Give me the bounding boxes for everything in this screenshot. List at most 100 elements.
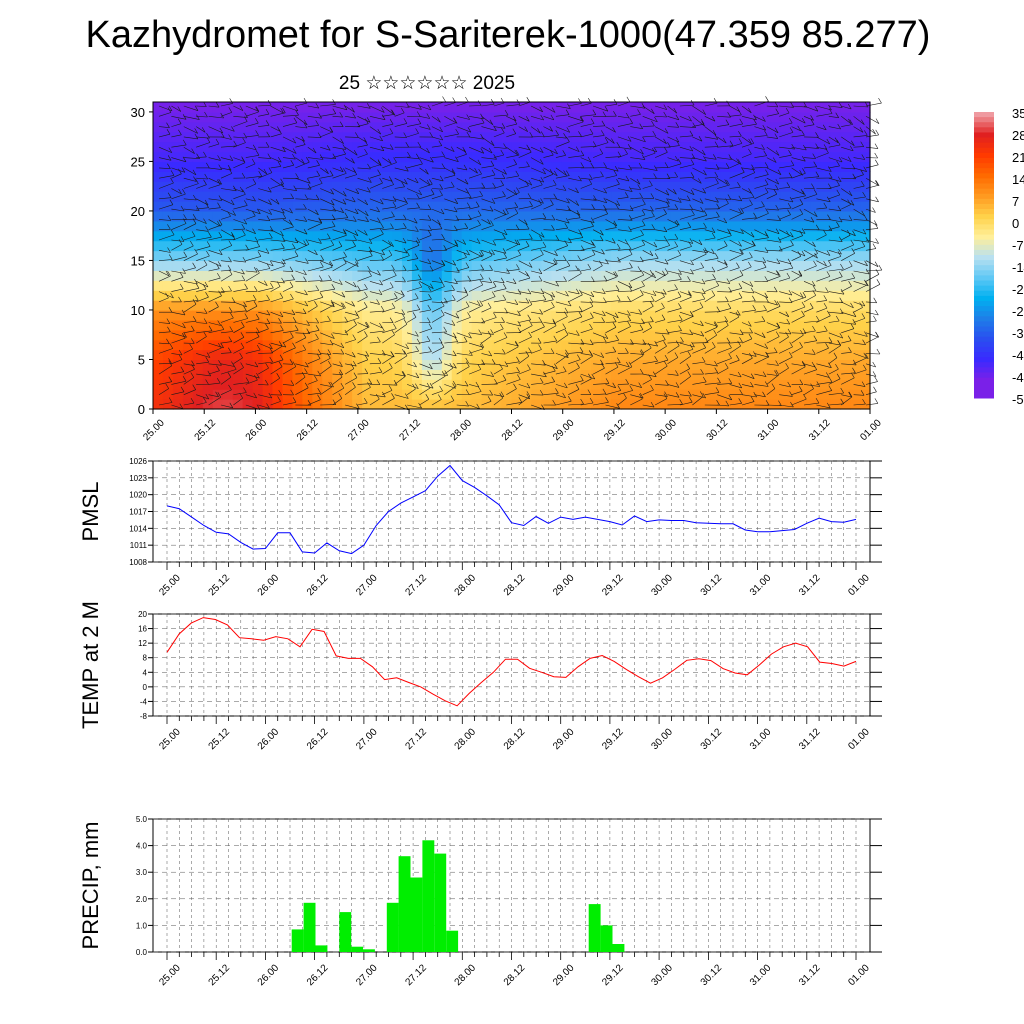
wind-barb	[369, 310, 385, 313]
wind-barb	[704, 198, 719, 203]
heatmap-cell	[541, 379, 552, 390]
wind-barb-flag	[367, 382, 371, 388]
heatmap-cell	[272, 399, 284, 410]
wind-barb	[444, 102, 456, 107]
heatmap-cell	[740, 300, 752, 311]
wind-barb	[469, 173, 482, 179]
wind-barb-flag	[315, 120, 319, 126]
wind-barb	[580, 353, 593, 356]
wind-barb	[295, 136, 305, 142]
wind-barb	[704, 322, 718, 327]
heatmap-cell	[212, 230, 224, 242]
wind-barb-flag	[601, 317, 605, 323]
wind-barb	[456, 280, 471, 282]
wind-barb-flag	[627, 310, 631, 316]
wind-barb-flag	[367, 187, 371, 193]
wind-barb-flag	[502, 375, 507, 381]
heatmap-cell	[342, 220, 353, 232]
heatmap-cell	[382, 359, 393, 370]
wind-barb	[506, 123, 517, 127]
wind-barb-flag	[241, 275, 246, 281]
wind-barb	[220, 126, 235, 132]
wind-barb	[270, 208, 285, 214]
wind-barb	[469, 239, 481, 244]
wind-barb-flag	[555, 235, 560, 241]
heatmap-cell	[481, 161, 493, 172]
heatmap-cell	[411, 230, 423, 242]
wind-barb	[369, 398, 380, 406]
wind-barb	[407, 332, 419, 337]
heatmap-cell	[481, 399, 493, 410]
wind-barb	[431, 265, 446, 272]
wind-barb	[592, 367, 605, 375]
heatmap-cell	[232, 121, 244, 133]
heatmap-cell	[561, 171, 572, 182]
heatmap-cell	[441, 309, 453, 321]
heatmap-cell	[411, 102, 423, 113]
wind-barb	[158, 146, 172, 153]
heatmap-cell	[611, 379, 622, 390]
heatmap-cell	[700, 329, 712, 341]
wind-barb	[642, 250, 654, 257]
heatmap-cell	[631, 329, 642, 341]
wind-barb-flag	[269, 225, 274, 232]
heatmap-cell	[621, 201, 632, 212]
heatmap-cell	[153, 230, 164, 242]
heatmap-cell	[162, 319, 174, 331]
heatmap-cell	[650, 141, 662, 153]
heatmap-cell	[471, 171, 483, 182]
wind-barb-flag	[168, 254, 173, 260]
heatmap-cell	[342, 201, 353, 212]
wind-barb-flag	[580, 375, 584, 381]
heatmap-cell	[680, 230, 692, 242]
heatmap-cell	[222, 151, 234, 163]
wind-barb-flag	[680, 336, 684, 343]
heatmap-cell	[770, 240, 781, 252]
heatmap-cell	[242, 171, 254, 182]
wind-barb-flag	[240, 342, 245, 349]
heatmap-cell	[382, 290, 393, 301]
heatmap-cell	[591, 309, 602, 321]
wind-barb-flag	[466, 202, 471, 208]
wind-barb-flag	[653, 173, 657, 179]
wind-barb-flag	[380, 145, 385, 151]
wind-barb-flag	[281, 277, 285, 284]
heatmap-cell	[820, 250, 831, 262]
wind-barb-flag	[490, 140, 495, 146]
wind-barb	[171, 404, 183, 409]
wind-barb-flag	[664, 268, 669, 274]
heatmap-cell	[840, 309, 851, 321]
wind-barb-flag	[169, 343, 174, 349]
wind-barb	[568, 146, 580, 152]
heatmap-cell	[670, 171, 682, 182]
heatmap-cell	[441, 151, 453, 163]
heatmap-cell	[332, 290, 343, 301]
heatmap-cell	[820, 270, 831, 281]
wind-barb	[220, 112, 232, 117]
wind-barb	[481, 103, 495, 107]
heatmap-cell	[491, 280, 503, 291]
wind-barb	[592, 153, 603, 158]
heatmap-cell	[212, 349, 224, 361]
heatmap-cell	[272, 102, 284, 113]
heatmap-cell	[621, 240, 632, 252]
heatmap-cell	[680, 300, 692, 311]
wind-barb-flag	[580, 162, 585, 168]
wind-barb	[679, 214, 695, 220]
wind-barb-flag	[727, 303, 732, 309]
wind-barb-flag	[687, 371, 691, 377]
wind-barb	[233, 326, 245, 334]
heatmap-cell	[611, 240, 622, 252]
heatmap-cell	[631, 141, 642, 153]
wind-barb	[208, 342, 224, 349]
heatmap-cell	[810, 201, 821, 212]
heatmap-cell	[232, 230, 244, 242]
wind-barb-flag	[452, 260, 457, 266]
heatmap-cell	[242, 280, 254, 291]
wind-barb	[580, 254, 596, 261]
wind-barb-flag	[228, 285, 232, 292]
wind-barb-flag	[292, 243, 296, 249]
wind-barb	[493, 229, 508, 236]
wind-barb	[369, 233, 384, 241]
wind-barb	[679, 104, 695, 107]
